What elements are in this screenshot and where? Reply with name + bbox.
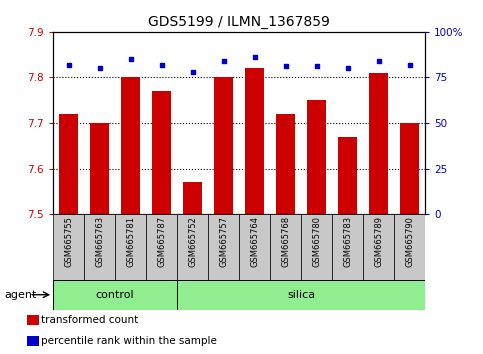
Bar	[27, 315, 39, 325]
Bar	[338, 137, 357, 214]
Bar	[307, 100, 326, 214]
Point	[189, 69, 197, 75]
Bar	[363, 214, 394, 280]
Text: control: control	[96, 290, 134, 300]
Bar	[152, 91, 171, 214]
Text: silica: silica	[287, 290, 315, 300]
Text: GSM665789: GSM665789	[374, 216, 383, 267]
Bar	[177, 280, 425, 310]
Bar	[301, 214, 332, 280]
Bar	[239, 214, 270, 280]
Text: GSM665780: GSM665780	[312, 216, 321, 267]
Bar	[177, 214, 208, 280]
Bar	[121, 78, 140, 214]
Point	[127, 56, 134, 62]
Bar	[53, 214, 84, 280]
Bar	[90, 123, 109, 214]
Point	[313, 64, 320, 69]
Point	[282, 64, 289, 69]
Point	[96, 65, 103, 71]
Text: GSM665787: GSM665787	[157, 216, 166, 267]
Point	[220, 58, 227, 64]
Text: percentile rank within the sample: percentile rank within the sample	[41, 336, 217, 346]
Point	[344, 65, 352, 71]
Text: GSM665755: GSM665755	[64, 216, 73, 267]
Bar	[214, 78, 233, 214]
Bar	[59, 114, 78, 214]
Point	[406, 62, 413, 68]
Text: GSM665781: GSM665781	[126, 216, 135, 267]
Bar	[270, 214, 301, 280]
Bar	[394, 214, 425, 280]
Bar	[115, 214, 146, 280]
Point	[65, 62, 72, 68]
Bar	[369, 73, 388, 214]
Bar	[84, 214, 115, 280]
Text: GSM665757: GSM665757	[219, 216, 228, 267]
Text: GSM665764: GSM665764	[250, 216, 259, 267]
Bar	[146, 214, 177, 280]
Bar	[27, 336, 39, 346]
Bar	[208, 214, 239, 280]
Bar	[184, 182, 202, 214]
Bar	[400, 123, 419, 214]
Bar	[53, 280, 177, 310]
Text: GSM665783: GSM665783	[343, 216, 352, 267]
Point	[375, 58, 383, 64]
Text: GSM665768: GSM665768	[281, 216, 290, 267]
Text: transformed count: transformed count	[41, 315, 138, 325]
Text: agent: agent	[5, 290, 37, 300]
Bar	[276, 114, 295, 214]
Bar	[245, 68, 264, 214]
Point	[251, 55, 258, 60]
Title: GDS5199 / ILMN_1367859: GDS5199 / ILMN_1367859	[148, 16, 330, 29]
Point	[158, 62, 166, 68]
Bar	[332, 214, 363, 280]
Text: GSM665790: GSM665790	[405, 216, 414, 267]
Text: GSM665752: GSM665752	[188, 216, 197, 267]
Text: GSM665763: GSM665763	[95, 216, 104, 267]
